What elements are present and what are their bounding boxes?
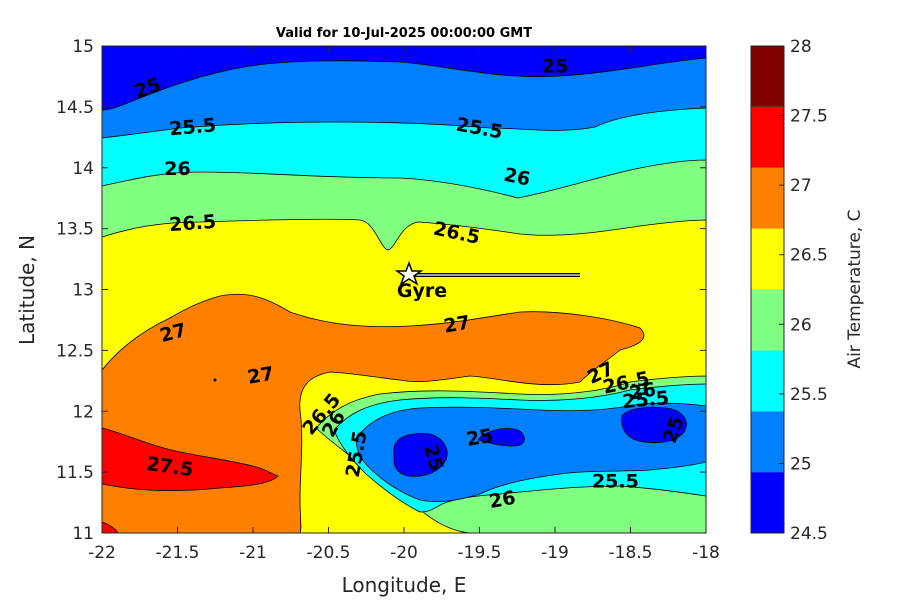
contour-dot <box>213 378 217 382</box>
x-tick-label: -18.5 <box>609 543 653 563</box>
gyre-star-icon <box>394 260 424 286</box>
colorbar: 24.5 25 25.5 26 26.5 27 27.5 28 <box>750 37 828 544</box>
contour-bands <box>102 46 706 533</box>
colorbar-band <box>751 350 784 412</box>
colorbar-tick-label: 25 <box>790 454 812 474</box>
x-tick-label: -20 <box>390 543 418 563</box>
x-axis-label: Longitude, E <box>342 573 467 597</box>
y-tick-label: 13 <box>72 281 94 301</box>
band-darkblue-top <box>102 46 706 111</box>
band-blue-inner <box>355 402 706 502</box>
y-axis-ticks: 11 11.5 12 12.5 13 13.5 14 14.5 15 <box>56 37 706 544</box>
colorbar-tick-label: 24.5 <box>790 524 828 544</box>
contour-label: 25 <box>465 425 495 451</box>
chart-title: Valid for 10-Jul-2025 00:00:00 GMT <box>276 26 532 41</box>
contour-label: 27 <box>246 363 276 389</box>
x-tick-label: -18 <box>692 543 720 563</box>
colorbar-tick-label: 28 <box>790 37 812 57</box>
y-tick-label: 11.5 <box>56 463 94 483</box>
colorbar-frame <box>750 45 785 534</box>
y-tick-label: 12 <box>72 402 94 422</box>
contour-label: 26 <box>628 378 658 404</box>
y-tick-label: 12.5 <box>56 341 94 361</box>
colorbar-band <box>751 106 784 168</box>
contour-label: 26.5 <box>169 211 217 236</box>
colorbar-tick-label: 27.5 <box>790 107 828 127</box>
band-darkblue-blob-2 <box>477 428 525 447</box>
x-tick-label: -21 <box>239 543 267 563</box>
colorbar-band <box>751 411 784 473</box>
band-darkblue-blob-1 <box>393 433 448 477</box>
colorbar-band <box>751 167 784 229</box>
band-red <box>102 427 279 491</box>
colorbar-band <box>751 228 784 290</box>
colorbar-tick-label: 26 <box>790 315 812 335</box>
x-tick-label: -22 <box>88 543 116 563</box>
y-tick-label: 14 <box>72 159 94 179</box>
colorbar-tick-label: 27 <box>790 176 812 196</box>
colorbar-tick-label: 25.5 <box>790 385 828 405</box>
x-tick-label: -19 <box>541 543 569 563</box>
x-tick-label: -21.5 <box>156 543 200 563</box>
contour-label: 27 <box>442 311 472 337</box>
y-tick-label: 14.5 <box>56 98 94 118</box>
contour-label: 25.5 <box>592 471 639 493</box>
x-axis-ticks: -22 -21.5 -21 -20.5 -20 -19.5 -19 -18.5 -18 <box>88 46 720 563</box>
contour-label: 25.5 <box>168 114 217 140</box>
gyre-label: Gyre <box>397 280 447 302</box>
x-tick-label: -20.5 <box>307 543 351 563</box>
colorbar-label: Air Temperature, C <box>845 209 865 368</box>
contour-label: 26 <box>502 164 532 191</box>
x-tick-label: -19.5 <box>458 543 502 563</box>
y-tick-label: 11 <box>72 524 94 544</box>
y-tick-label: 15 <box>72 37 94 57</box>
colorbar-band <box>751 472 784 533</box>
y-axis-label: Latitude, N <box>15 235 39 345</box>
colorbar-band <box>751 46 784 107</box>
colorbar-tick-label: 26.5 <box>790 246 828 266</box>
colorbar-band <box>751 289 784 351</box>
y-tick-label: 13.5 <box>56 220 94 240</box>
contour-label: 26 <box>164 158 190 180</box>
contour-label: 25.5 <box>621 387 670 413</box>
band-darkblue-blob-3 <box>621 406 687 444</box>
contour-label: 25 <box>542 55 568 77</box>
band-red-corner <box>102 521 119 533</box>
contour-label: 26 <box>487 487 517 513</box>
